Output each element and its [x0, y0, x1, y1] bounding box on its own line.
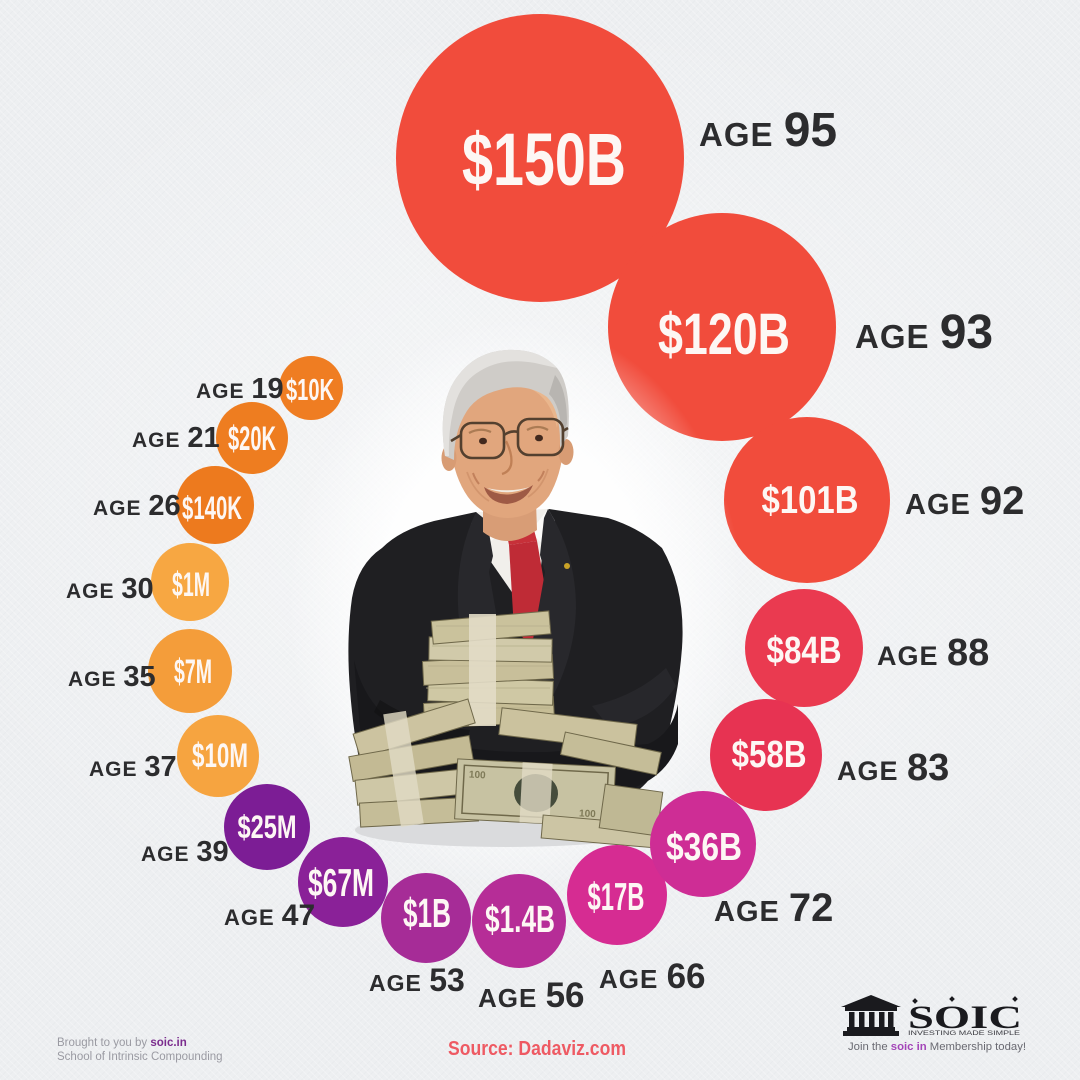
svg-text:100: 100	[469, 770, 487, 782]
svg-text:$17B: $17B	[588, 876, 645, 919]
svg-text:$58B: $58B	[732, 734, 807, 776]
svg-text:AGE 35: AGE 35	[68, 661, 156, 693]
svg-text:AGE 72: AGE 72	[714, 886, 833, 930]
svg-text:AGE 30: AGE 30	[66, 573, 154, 605]
svg-text:AGE 53: AGE 53	[369, 962, 465, 998]
svg-text:INVESTING MADE SIMPLE: INVESTING MADE SIMPLE	[908, 1031, 1020, 1037]
svg-text:AGE 19: AGE 19	[196, 373, 284, 405]
svg-text:AGE 88: AGE 88	[877, 632, 989, 674]
svg-text:$1M: $1M	[172, 566, 210, 604]
svg-text:100: 100	[579, 808, 597, 820]
svg-text:SOIC: SOIC	[908, 1000, 1022, 1036]
svg-text:AGE 56: AGE 56	[478, 976, 585, 1015]
svg-text:AGE 26: AGE 26	[93, 490, 181, 522]
svg-text:$140K: $140K	[182, 490, 242, 526]
svg-text:AGE 39: AGE 39	[141, 836, 229, 868]
svg-text:$7M: $7M	[174, 653, 212, 691]
svg-text:$10M: $10M	[192, 737, 248, 775]
svg-text:AGE 47: AGE 47	[224, 899, 315, 932]
svg-text:$10K: $10K	[286, 372, 334, 407]
svg-text:$1.4B: $1.4B	[485, 899, 555, 941]
svg-text:$25M: $25M	[238, 809, 297, 845]
svg-text:$67M: $67M	[308, 862, 374, 905]
svg-text:$84B: $84B	[767, 630, 842, 672]
svg-text:$101B: $101B	[762, 479, 859, 522]
svg-text:$120B: $120B	[658, 302, 790, 367]
svg-text:$150B: $150B	[462, 118, 626, 201]
svg-text:AGE 95: AGE 95	[699, 104, 837, 157]
svg-text:$36B: $36B	[666, 826, 742, 869]
svg-text:AGE 37: AGE 37	[89, 751, 177, 783]
svg-text:Source: Dadaviz.com: Source: Dadaviz.com	[448, 1038, 626, 1060]
svg-text:AGE 83: AGE 83	[837, 747, 949, 789]
svg-text:Join the soic in Membership to: Join the soic in Membership today!	[848, 1041, 1026, 1053]
svg-text:$20K: $20K	[228, 420, 276, 458]
svg-text:AGE 66: AGE 66	[599, 957, 706, 996]
svg-text:$1B: $1B	[403, 890, 451, 936]
svg-text:AGE 21: AGE 21	[132, 422, 220, 454]
svg-text:School of Intrinsic Compoundin: School of Intrinsic Compounding	[57, 1051, 223, 1063]
svg-text:Brought to you by soic.in: Brought to you by soic.in	[57, 1037, 187, 1049]
svg-text:AGE 92: AGE 92	[905, 479, 1024, 523]
svg-text:AGE 93: AGE 93	[855, 306, 993, 359]
